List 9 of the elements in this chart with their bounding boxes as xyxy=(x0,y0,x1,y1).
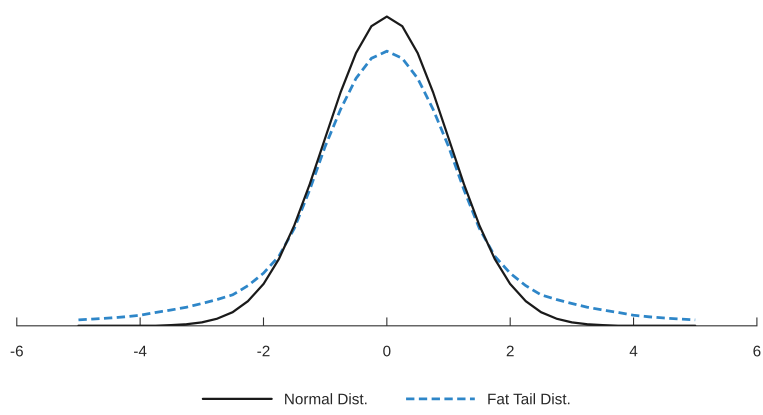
x-tick-label: -4 xyxy=(134,346,146,356)
legend-label: Fat Tail Dist. xyxy=(488,393,570,404)
x-tick-label: -6 xyxy=(10,346,23,356)
legend-label: Normal Dist. xyxy=(285,393,366,404)
x-tick-label: 4 xyxy=(630,346,638,356)
x-tick-label: 2 xyxy=(506,346,514,356)
x-tick-label: 0 xyxy=(383,346,390,356)
x-tick-label: 6 xyxy=(753,346,760,356)
x-tick-label: -2 xyxy=(257,346,270,356)
